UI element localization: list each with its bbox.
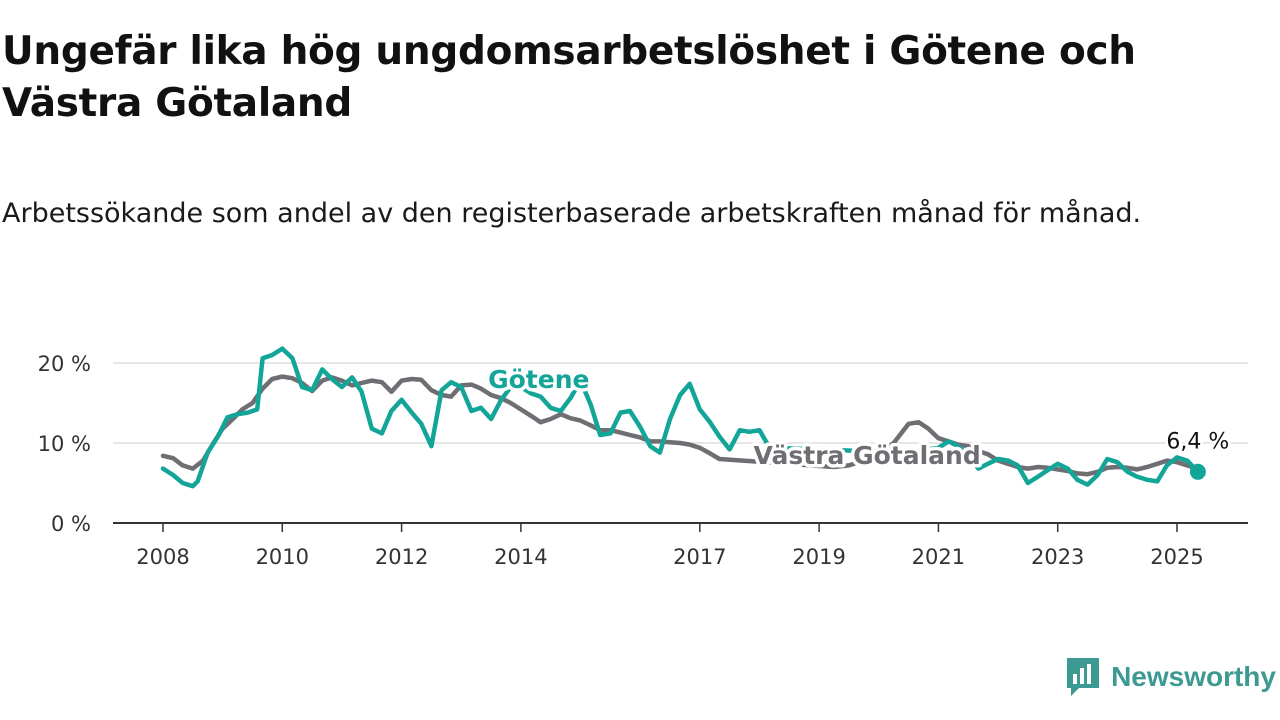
x-tick-label: 2021 bbox=[912, 545, 965, 569]
x-tick-label: 2017 bbox=[673, 545, 726, 569]
series-layer bbox=[160, 346, 1206, 489]
x-tick-label: 2023 bbox=[1031, 545, 1084, 569]
series-line-vastra-gotaland bbox=[160, 374, 1198, 477]
y-tick-label: 0 % bbox=[51, 512, 91, 536]
x-tick-label: 2025 bbox=[1150, 545, 1203, 569]
brand-logo: Newsworthy bbox=[1065, 656, 1276, 698]
end-value-label: 6,4 % bbox=[1166, 430, 1229, 455]
series-label-gotene: Götene bbox=[488, 365, 589, 394]
y-tick-label: 10 % bbox=[38, 432, 91, 456]
series-label-vastra-gotaland: Västra Götaland bbox=[754, 441, 981, 470]
chart-subtitle: Arbetssökande som andel av den registerb… bbox=[2, 198, 1142, 229]
y-tick-label: 20 % bbox=[38, 352, 91, 376]
y-axis: 0 % 10 % 20 % bbox=[38, 352, 91, 536]
line-chart: 0 % 10 % 20 % 2008 2010 2012 2014 2017 2019 2021… bbox=[38, 346, 1248, 569]
series-line-gotene bbox=[160, 346, 1201, 489]
newsworthy-logo-icon bbox=[1067, 658, 1100, 696]
x-tick-label: 2012 bbox=[375, 545, 428, 569]
annotation-layer: Götene Västra Götaland 6,4 % bbox=[485, 361, 1232, 473]
chart-title: Ungefär lika hög ungdomsarbetslöshet i G… bbox=[2, 29, 1136, 126]
x-axis: 2008 2010 2012 2014 2017 2019 2021 2023 2025 bbox=[113, 522, 1248, 569]
x-tick-label: 2019 bbox=[792, 545, 845, 569]
x-tick-label: 2008 bbox=[136, 545, 189, 569]
end-point-marker bbox=[1189, 463, 1206, 480]
x-tick-label: 2010 bbox=[256, 545, 309, 569]
brand-name: Newsworthy bbox=[1111, 661, 1276, 692]
x-tick-label: 2014 bbox=[494, 545, 547, 569]
